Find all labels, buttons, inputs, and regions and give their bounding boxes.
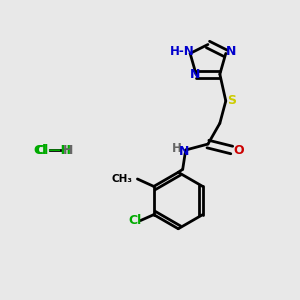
Text: N: N bbox=[179, 145, 189, 158]
Text: Cl: Cl bbox=[33, 143, 47, 157]
Text: H: H bbox=[172, 142, 182, 155]
Text: N: N bbox=[189, 68, 200, 81]
Text: H-N: H-N bbox=[170, 45, 195, 58]
Text: H: H bbox=[63, 143, 74, 157]
Text: O: O bbox=[233, 143, 244, 157]
Text: CH₃: CH₃ bbox=[112, 174, 133, 184]
Text: S: S bbox=[226, 94, 236, 107]
Text: Cl—H: Cl—H bbox=[35, 143, 71, 157]
Text: Cl: Cl bbox=[128, 214, 142, 227]
Text: N: N bbox=[226, 45, 236, 58]
